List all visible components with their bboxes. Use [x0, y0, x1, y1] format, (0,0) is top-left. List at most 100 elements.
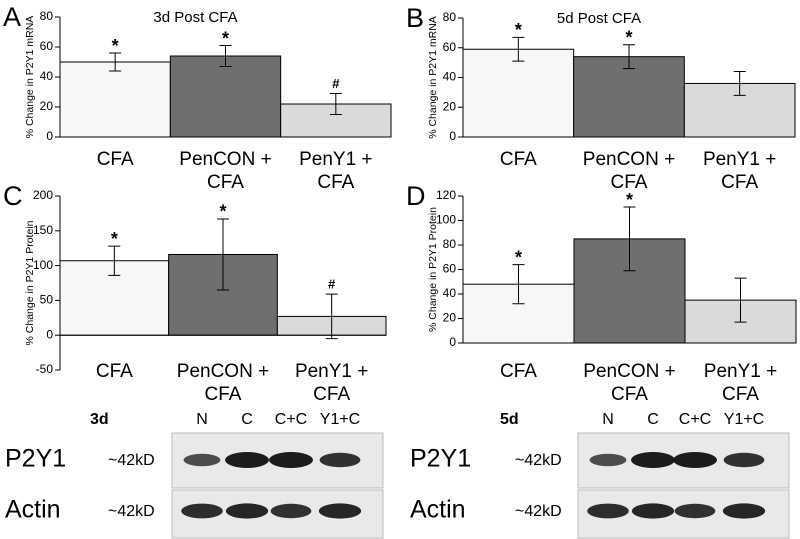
x-tick-label: CFA [500, 361, 537, 382]
x-tick-label: PenCON + CFA [176, 361, 270, 405]
error-bar [623, 206, 636, 272]
x-tick-label: CFA [95, 361, 133, 382]
y-tick-label: 80 [40, 9, 54, 23]
blot-band [673, 452, 717, 468]
significance-marker: # [328, 277, 336, 292]
blot-band [631, 503, 675, 519]
x-tick-label: PenY1 + CFA [299, 149, 373, 193]
chart-title: 3d Post CFA [153, 9, 237, 26]
chart-title: 5d Post CFA [557, 10, 641, 27]
y-tick-label: 40 [443, 70, 457, 84]
y-tick-label: 0 [46, 129, 53, 143]
lane-label: C+C [275, 411, 307, 428]
error-bar [109, 52, 122, 72]
panel-letter: D [406, 181, 426, 211]
error-bar [734, 277, 747, 323]
blot-timepoint: 5d [500, 411, 519, 428]
lane-label: Y1+C [320, 411, 360, 428]
bar [573, 56, 685, 138]
y-axis-label: % Change in P2Y1 mRNA [24, 16, 36, 139]
blot-band [318, 503, 362, 519]
blot-timepoint: 3d [90, 411, 109, 428]
blot-band [270, 503, 312, 519]
x-tick-label: CFA [499, 149, 537, 170]
blot-band [589, 453, 627, 467]
lane-label: C [241, 411, 253, 428]
y-axis-label: % Change in P2Y1 mRNA [427, 16, 439, 139]
error-bar [623, 44, 635, 70]
y-tick-label: 0 [46, 327, 53, 341]
blot-band [674, 503, 716, 519]
y-tick-label: 20 [443, 99, 457, 113]
panel-letter: A [3, 2, 21, 32]
lane-label: C [647, 411, 659, 428]
panel-letter: C [3, 181, 23, 211]
y-tick-label: 60 [443, 40, 457, 54]
protein-name: P2Y1 [410, 445, 471, 473]
blot-band [183, 453, 221, 467]
y-tick-label: 0 [449, 129, 456, 143]
error-bar [219, 45, 232, 67]
bar [462, 48, 575, 138]
significance-marker: * [112, 36, 119, 56]
blot-band [269, 452, 313, 468]
significance-marker: * [222, 28, 229, 48]
y-tick-label: 50 [40, 293, 54, 307]
x-tick-label: PenY1 + CFA [702, 149, 777, 193]
protein-name: P2Y1 [5, 445, 66, 473]
error-bar [325, 293, 338, 340]
error-bar [512, 264, 525, 305]
significance-marker: * [111, 229, 118, 249]
significance-marker: * [515, 20, 522, 40]
x-tick-label: PenCON + CFA [582, 149, 676, 193]
error-bar [512, 36, 525, 62]
lane-label: N [196, 411, 208, 428]
significance-marker: # [332, 76, 340, 91]
blot-band [225, 452, 269, 468]
x-tick-label: CFA [96, 149, 134, 170]
blot-band [225, 503, 269, 519]
bar [59, 61, 171, 138]
bar [169, 55, 282, 138]
y-tick-label: 60 [40, 39, 54, 53]
lane-label: C+C [679, 411, 711, 428]
y-tick-label: 40 [443, 286, 457, 300]
y-axis-label: % Change in P2Y1 Protein [24, 220, 36, 345]
error-bar [217, 218, 229, 291]
y-tick-label: 40 [40, 69, 54, 83]
error-bar [108, 245, 121, 276]
blot-band [587, 503, 629, 519]
y-tick-label: 60 [443, 262, 457, 276]
y-axis-label: % Change in P2Y1 Protein [427, 207, 439, 332]
significance-marker: * [219, 202, 226, 222]
x-tick-label: PenY1 + CFA [703, 361, 778, 405]
x-tick-label: PenCON + CFA [179, 149, 272, 193]
protein-name: Actin [5, 496, 61, 524]
molecular-weight: ~42kD [515, 503, 562, 520]
blot-band [723, 452, 765, 468]
y-tick-label: 0 [449, 335, 456, 349]
blot-band [181, 503, 223, 519]
lane-label: N [602, 411, 614, 428]
error-bar [329, 93, 342, 115]
y-tick-label: 80 [443, 237, 457, 251]
molecular-weight: ~42kD [108, 503, 155, 520]
y-tick-label: 80 [443, 10, 457, 24]
x-tick-label: PenCON + CFA [583, 361, 676, 405]
molecular-weight: ~42kD [515, 452, 562, 469]
y-tick-label: 150 [33, 223, 53, 237]
lane-label: Y1+C [724, 411, 764, 428]
significance-marker: * [626, 190, 633, 210]
blot-band [631, 452, 675, 468]
y-tick-label: 100 [33, 258, 53, 272]
error-bar [733, 71, 746, 96]
panel-letter: B [406, 3, 424, 33]
blot-band [722, 503, 766, 519]
y-tick-label: -50 [36, 362, 54, 376]
y-tick-label: 200 [33, 188, 53, 202]
y-tick-label: 20 [40, 99, 54, 113]
x-tick-label: PenY1 + CFA [294, 361, 369, 405]
y-tick-label: 120 [436, 188, 456, 202]
y-tick-label: 100 [436, 213, 456, 227]
